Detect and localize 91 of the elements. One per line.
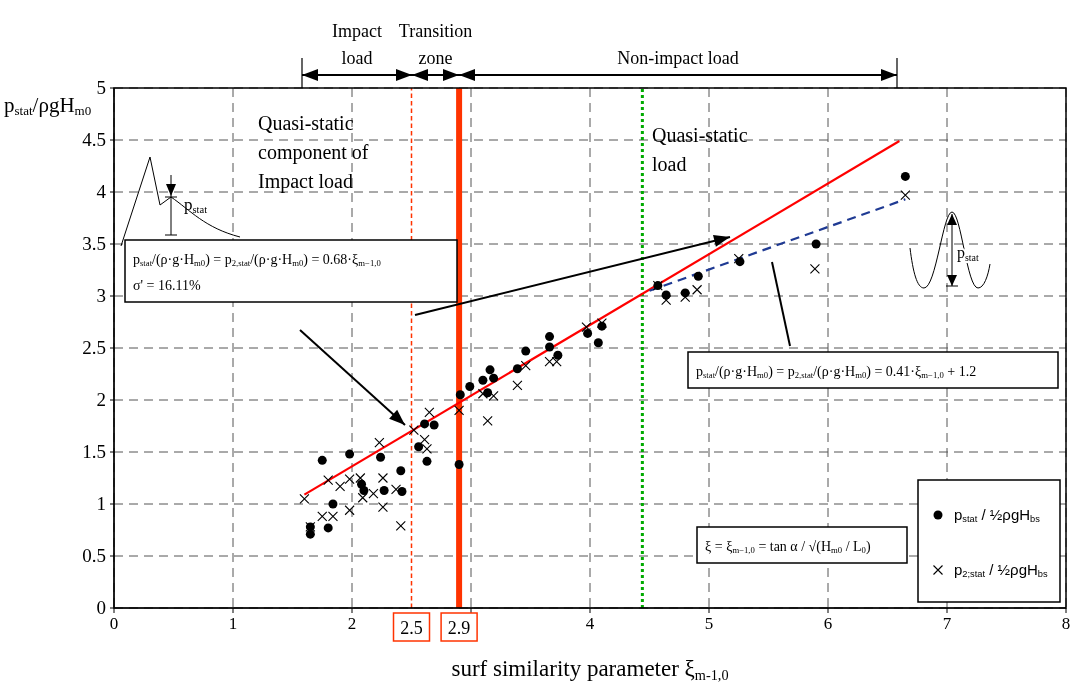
- y-tick-label: 3.5: [82, 233, 106, 254]
- point: [344, 505, 355, 516]
- point: [900, 190, 911, 201]
- annotation: Quasi-static component of Impact load: [258, 112, 369, 193]
- point: [414, 442, 424, 452]
- x-tick-label: 6: [823, 614, 833, 633]
- point: [377, 472, 388, 484]
- point: [454, 405, 465, 416]
- point: [482, 415, 493, 426]
- point: [811, 239, 821, 249]
- x-tick-label: 2: [347, 614, 357, 633]
- x-tick-label: 8: [1061, 614, 1071, 633]
- point: [374, 437, 385, 448]
- x-tick-label: 0: [109, 614, 119, 633]
- annotation: p$_{stat}$: [184, 195, 208, 215]
- point: [368, 488, 379, 499]
- point: [335, 481, 346, 492]
- point: [408, 425, 419, 436]
- point: [693, 271, 703, 281]
- point: [733, 253, 744, 264]
- y-tick-label: 1: [96, 493, 106, 514]
- point: [376, 452, 386, 462]
- point: [359, 485, 369, 495]
- y-tick-label: 4: [96, 181, 107, 202]
- y-tick-label: 2.5: [82, 337, 106, 358]
- point: [545, 342, 555, 352]
- x-tick-label: 7: [942, 614, 952, 633]
- y-tick-label: 1.5: [82, 441, 106, 462]
- y-tick-label: 4.5: [82, 129, 106, 150]
- point: [581, 322, 592, 333]
- point: [396, 466, 406, 476]
- point: [465, 381, 475, 391]
- point: [661, 295, 672, 306]
- point: [419, 434, 430, 445]
- x-tick-label: 1: [228, 614, 238, 633]
- point: [596, 317, 607, 329]
- point: [429, 420, 439, 430]
- point: [593, 338, 603, 348]
- formula-box: ξ = ξ$_{m−1,0}$ = tan α / √(H$_{m0}$ / L$_{0}$): [696, 526, 908, 564]
- point: [422, 456, 432, 466]
- x-axis-title: surf similarity parameter ξ$_{m-1,0}$: [451, 656, 729, 683]
- x-tick-label: 4: [585, 614, 595, 633]
- y-tick-label: 5: [96, 77, 106, 98]
- point: [489, 373, 499, 383]
- point: [512, 364, 522, 374]
- y-axis-title: p$_{stat}$/ρgH$_{m0}$: [4, 93, 92, 119]
- ref-line-label: 2.9: [447, 618, 471, 638]
- point: [520, 360, 531, 371]
- annotation: Quasi-static load: [652, 124, 748, 175]
- legend-label: p$_{stat}$ / ½ρgH$_{bs}$: [954, 506, 1041, 525]
- point: [809, 263, 820, 275]
- text: Transition zone: [398, 21, 473, 68]
- y-tick-label: 2: [96, 389, 106, 410]
- point: [323, 523, 333, 533]
- formula-box: p$_{stat}$/(ρ·g·H$_{m0}$) = p$_{2,stat}$/(ρ·g·H$_{m0}$) = 0.41·ξ$_{m−1,0}$ + 1.2: [687, 351, 1059, 389]
- point: [454, 459, 464, 469]
- y-tick-label: 0.5: [82, 545, 106, 566]
- point: [692, 284, 703, 295]
- text: Impact load: [332, 21, 382, 68]
- point: [299, 493, 310, 504]
- point: [680, 291, 691, 303]
- legend-label: p$_{2;stat}$ / ½ρgH$_{bs}$: [954, 561, 1048, 580]
- text: Non-impact load: [617, 48, 739, 68]
- y-tick-label: 0: [96, 597, 106, 618]
- point: [345, 449, 355, 459]
- point: [900, 171, 910, 181]
- point: [377, 502, 388, 513]
- annotation: ξ = ξ$_{m−1,0}$ = tan α / √(H$_{m0}$ / L$_{0}$): [705, 539, 871, 556]
- point: [424, 407, 435, 418]
- annotation: σ' = 16.11%: [133, 278, 201, 293]
- point: [421, 443, 433, 454]
- y-tick-label: 3: [96, 285, 106, 306]
- point: [512, 380, 523, 391]
- point: [478, 375, 488, 385]
- point: [583, 328, 593, 338]
- point: [357, 492, 368, 503]
- point: [485, 365, 495, 375]
- point: [305, 529, 315, 539]
- point: [395, 520, 406, 531]
- point: [328, 499, 338, 509]
- point: [390, 484, 402, 495]
- point: [323, 475, 334, 486]
- point: [317, 455, 327, 465]
- ref-line-label: 2.5: [400, 618, 423, 638]
- point: [545, 332, 555, 342]
- point: [420, 419, 430, 429]
- point: [379, 485, 389, 495]
- formula-box: p$_{stat}$/(ρ·g·H$_{m0}$) = p$_{2,stat}$/(ρ·g·H$_{m0}$) = 0.68·ξ$_{m−1,0}$ σ' = 16.11%: [124, 239, 458, 303]
- x-tick-label: 5: [704, 614, 714, 633]
- point: [521, 346, 531, 356]
- point: [455, 390, 465, 400]
